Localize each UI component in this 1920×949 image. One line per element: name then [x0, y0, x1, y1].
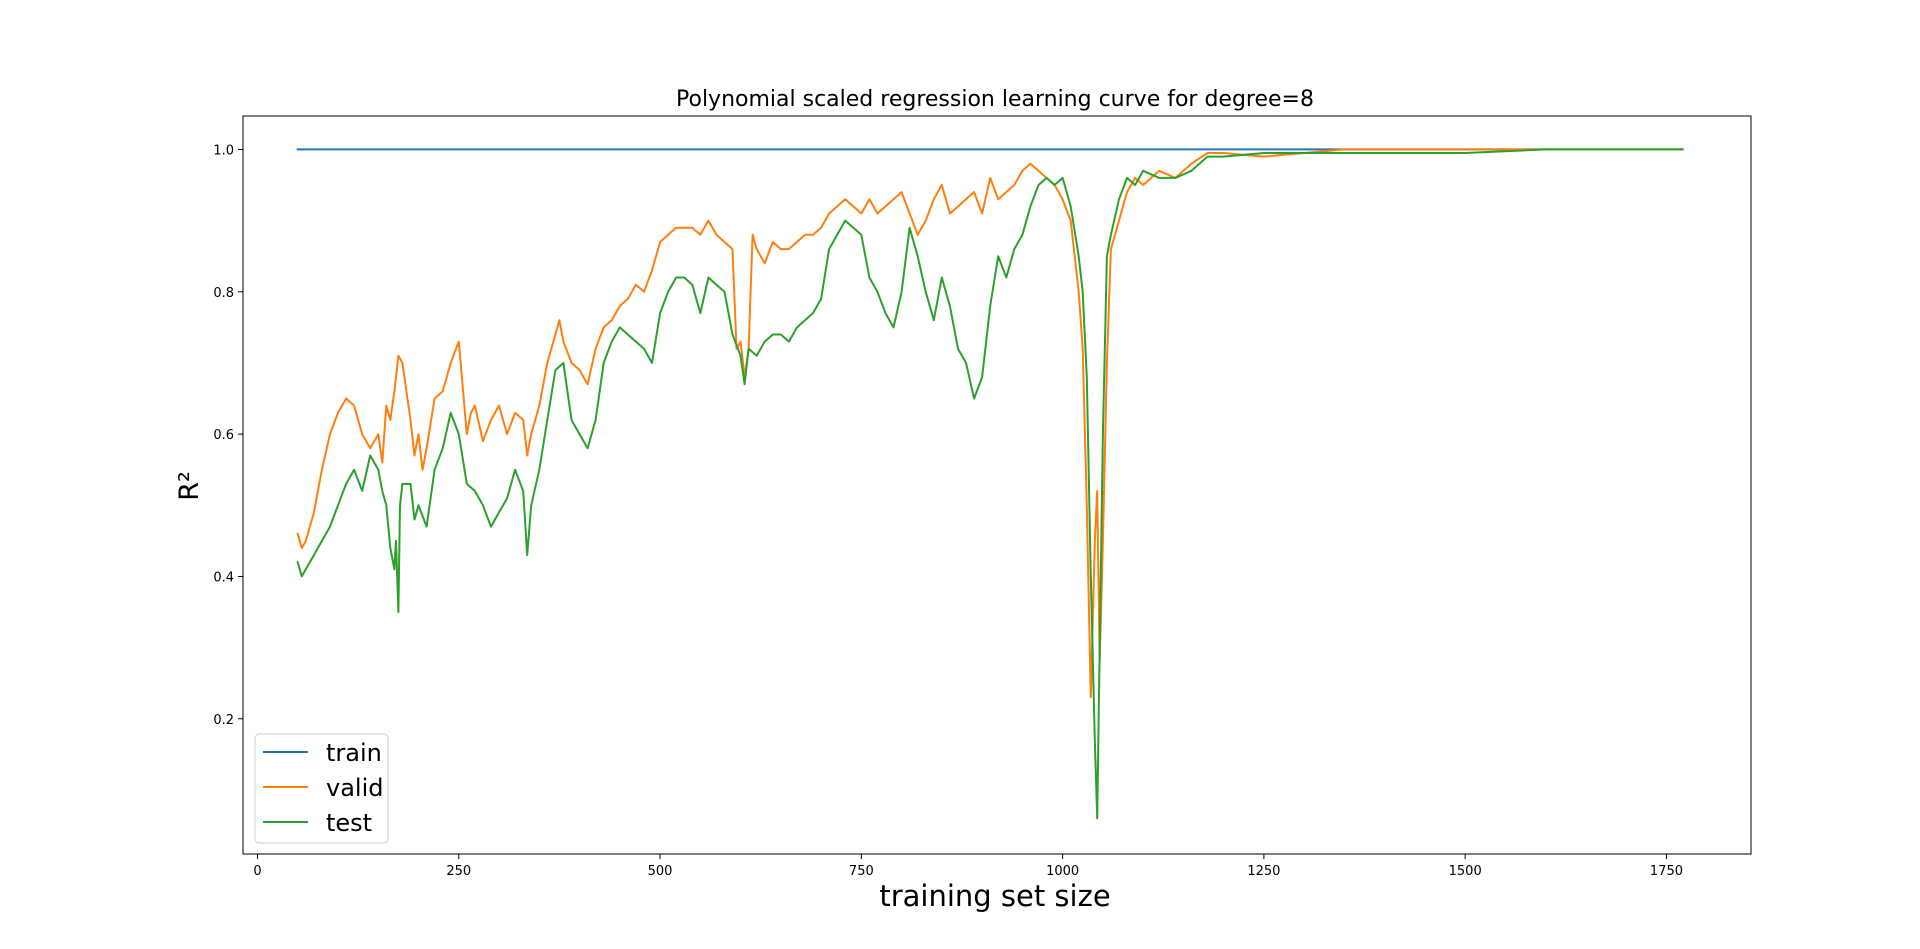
legend-box: [254, 733, 389, 844]
y-axis: 0.2 0.4 0.6 0.8 1.0: [213, 143, 243, 728]
x-tick-label-500: 500: [648, 864, 673, 879]
x-tick-label-1750: 1750: [1650, 864, 1683, 879]
y-tick-label-0.6: 0.6: [213, 428, 234, 443]
x-axis: 0 250 500 750 1000 1250 1500 1750: [253, 854, 1683, 879]
legend-label-train: train: [326, 739, 382, 767]
y-tick-label-0.2: 0.2: [213, 713, 234, 728]
x-tick-label-250: 250: [446, 864, 471, 879]
chart-title: Polynomial scaled regression learning cu…: [676, 87, 1314, 112]
y-tick-label-0.8: 0.8: [213, 286, 234, 301]
y-tick-label-1.0: 1.0: [213, 143, 234, 158]
x-tick-label-0: 0: [253, 864, 261, 879]
y-tick-label-0.4: 0.4: [213, 570, 234, 585]
legend-entries: train valid test: [263, 739, 383, 837]
x-tick-label-1500: 1500: [1449, 864, 1482, 879]
series-layer: [296, 148, 1684, 820]
y-axis-label: R²: [174, 471, 205, 501]
x-tick-label-1250: 1250: [1247, 864, 1280, 879]
legend-label-test: test: [326, 809, 372, 837]
legend-label-valid: valid: [326, 774, 383, 802]
plot-area: [296, 148, 1684, 820]
axes-frame: [242, 115, 1752, 855]
legend: train valid test: [254, 733, 389, 844]
x-axis-label: training set size: [879, 879, 1110, 913]
x-tick-label-750: 750: [849, 864, 874, 879]
series-line-test: [296, 148, 1684, 820]
x-tick-label-1000: 1000: [1046, 864, 1079, 879]
